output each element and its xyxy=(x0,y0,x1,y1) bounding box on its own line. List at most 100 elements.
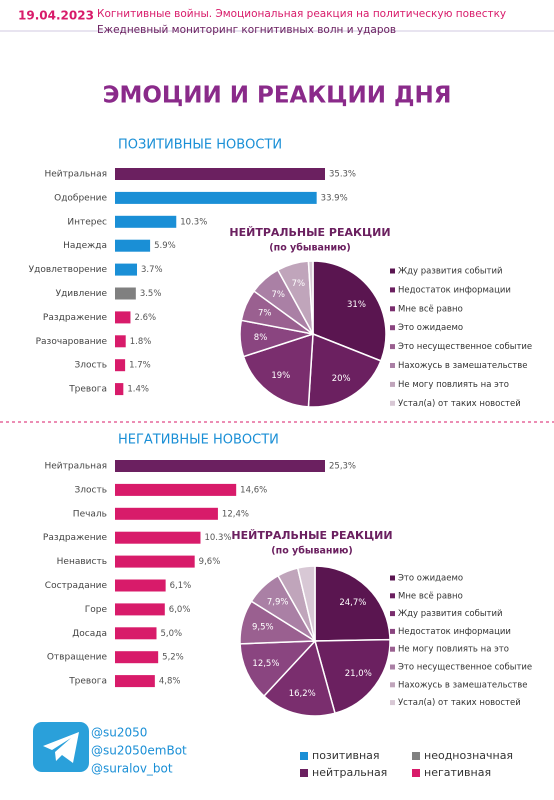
pie-subtitle: (по убыванию) xyxy=(269,243,350,254)
slice-label: 21,0% xyxy=(345,669,372,679)
pie-slice xyxy=(307,260,314,335)
category-label: Нейтральная xyxy=(45,462,108,472)
bar xyxy=(115,263,138,276)
category-label: Нейтральная xyxy=(45,170,108,180)
pie-subtitle: (по убыванию) xyxy=(271,546,352,557)
slice-label: 31% xyxy=(347,300,366,310)
legend-label: Жду развития событий xyxy=(398,609,503,619)
value-label: 9,6% xyxy=(199,557,221,567)
value-label: 2.6% xyxy=(134,313,156,323)
category-label: Надежда xyxy=(63,241,107,251)
slice-label: 7% xyxy=(271,290,285,300)
bar xyxy=(115,383,124,396)
legend-label: Это ожидаемо xyxy=(398,323,463,333)
value-label: 6,0% xyxy=(169,605,191,615)
value-label: 33.9% xyxy=(321,193,348,203)
pie-slice xyxy=(242,332,314,408)
legend-label: Устал(а) от таких новостей xyxy=(398,698,521,708)
legend-label: Не могу повлиять на это xyxy=(398,645,509,655)
legend-label: Недостаток информации xyxy=(398,627,511,637)
slice-label: 24,7% xyxy=(339,598,366,608)
legend-swatch xyxy=(390,700,395,706)
pie-slice xyxy=(239,640,317,698)
legend-swatch xyxy=(390,325,395,331)
section-title: ПОЗИТИВНЫЕ НОВОСТИ xyxy=(118,138,282,153)
legend-swatch xyxy=(412,769,420,777)
category-label: Разочарование xyxy=(36,337,108,347)
category-label: Горе xyxy=(85,605,108,615)
legend-label: Нахожусь в замешательстве xyxy=(398,361,527,371)
handle: @suralov_bot xyxy=(91,762,173,776)
legend-swatch xyxy=(390,344,395,350)
bar xyxy=(115,651,159,664)
slice-label: 20% xyxy=(332,374,351,384)
value-label: 3.5% xyxy=(140,289,162,299)
value-label: 1.4% xyxy=(127,385,149,395)
legend-label: позитивная xyxy=(312,749,380,762)
category-label: Раздражение xyxy=(43,313,108,323)
pie-slice xyxy=(312,260,387,362)
legend-swatch xyxy=(390,363,395,368)
legend-swatch xyxy=(390,400,395,406)
legend-swatch xyxy=(390,664,395,670)
category-label: Сострадание xyxy=(45,581,108,591)
legend-swatch xyxy=(390,628,395,634)
value-label: 6,1% xyxy=(170,581,192,591)
bar xyxy=(115,579,166,592)
bar xyxy=(115,627,157,640)
legend-label: Нахожусь в замешательстве xyxy=(398,680,527,690)
slice-label: 19% xyxy=(271,371,290,381)
pie-slice xyxy=(307,332,382,408)
bar xyxy=(115,531,201,544)
subtitle: Ежедневный мониторинг когнитивных волн и… xyxy=(97,24,396,36)
legend-swatch xyxy=(390,306,395,312)
bar xyxy=(115,507,218,520)
value-label: 35.3% xyxy=(329,170,356,180)
bar xyxy=(115,555,195,568)
slice-label: 7% xyxy=(292,279,306,289)
legend-label: Устал(а) от таких новостей xyxy=(398,399,521,409)
legend-label: Это несущественное событие xyxy=(398,342,532,352)
value-label: 4,8% xyxy=(159,677,181,687)
legend-label: неоднозначная xyxy=(424,749,513,762)
legend-swatch xyxy=(390,646,395,652)
pie-title: НЕЙТРАЛЬНЫЕ РЕАКЦИИ xyxy=(231,529,392,542)
bar xyxy=(115,483,237,496)
legend-label: Это несущественное событие xyxy=(398,663,532,673)
bar xyxy=(115,191,317,204)
value-label: 5,0% xyxy=(161,629,183,639)
category-label: Ненависть xyxy=(57,557,107,567)
pie-slice xyxy=(296,565,316,642)
pie-slice xyxy=(314,565,391,642)
slice-label: 16,2% xyxy=(289,689,316,699)
slice-label: 7,9% xyxy=(267,597,289,607)
value-label: 12,4% xyxy=(222,509,249,519)
legend-swatch xyxy=(390,381,395,387)
legend-swatch xyxy=(390,682,395,688)
slice-label: 8% xyxy=(254,333,268,343)
bar xyxy=(115,215,177,228)
pie-slice xyxy=(262,639,336,717)
category-label: Досада xyxy=(72,629,107,639)
slice-label: 7% xyxy=(258,309,272,319)
category-label: Удивление xyxy=(56,289,108,299)
value-label: 14,6% xyxy=(240,485,267,495)
bar xyxy=(115,335,126,348)
bar xyxy=(115,460,325,472)
value-label: 5,2% xyxy=(162,653,184,663)
value-label: 10.3% xyxy=(204,533,231,543)
legend-swatch xyxy=(390,611,395,617)
value-label: 10.3% xyxy=(180,217,207,227)
slice-label: 9,5% xyxy=(252,623,274,633)
bar xyxy=(115,287,136,300)
value-label: 1.8% xyxy=(130,337,152,347)
category-label: Удовлетворение xyxy=(29,265,108,275)
legend-swatch xyxy=(300,752,308,760)
value-label: 1.7% xyxy=(129,361,151,371)
legend-label: Не могу повлиять на это xyxy=(398,380,509,390)
legend-swatch xyxy=(390,575,395,581)
category-label: Тревога xyxy=(68,677,107,687)
legend-swatch xyxy=(390,268,395,274)
legend-label: Мне всё равно xyxy=(398,304,463,314)
